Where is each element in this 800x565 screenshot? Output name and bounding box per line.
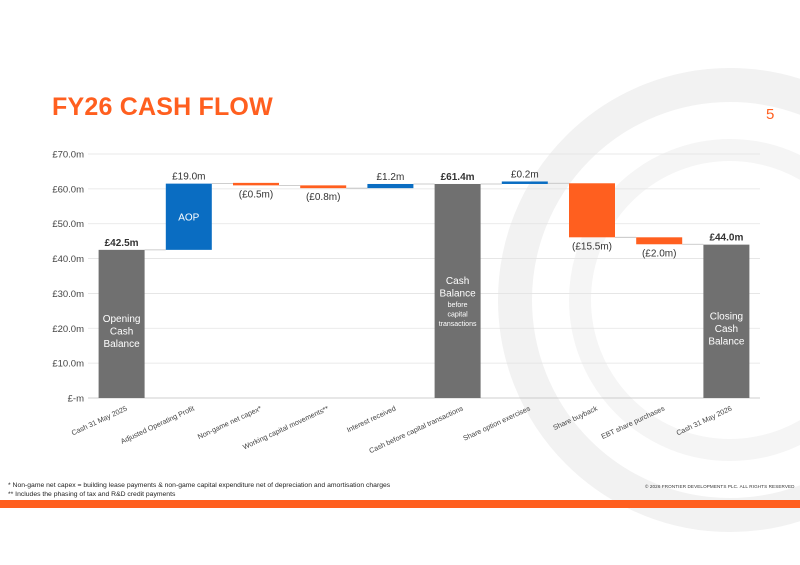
bar-inner-sublabel: capital xyxy=(447,311,468,318)
bar-3 xyxy=(300,185,347,189)
bar-inner-label: Cash xyxy=(715,324,738,335)
x-tick-label: Share buyback xyxy=(552,403,600,432)
x-tick-label: Share option exercises xyxy=(462,403,532,442)
bar-6 xyxy=(501,181,548,184)
bar-inner-label: Cash xyxy=(446,276,469,287)
bar-9 xyxy=(703,244,750,398)
x-tick-label: Interest received xyxy=(345,404,397,435)
bar-5 xyxy=(434,183,481,398)
bar-inner-label: Cash xyxy=(110,326,133,337)
x-tick-label: Cash 31 May 2025 xyxy=(70,404,128,438)
bar-value-label: £61.4m xyxy=(441,172,475,183)
y-axis-ticks: £-m £10.0m £20.0m £30.0m £40.0m £50.0m £60.0m £… xyxy=(52,150,84,405)
footnote-working-capital: ** Includes the phasing of tax and R&D c… xyxy=(8,491,176,498)
bar-value-label: £0.2m xyxy=(511,169,539,180)
bar-value-label: (£15.5m) xyxy=(572,241,612,252)
bar-inner-sublabel: before xyxy=(448,302,468,309)
y-tick-label: £70.0m xyxy=(52,150,84,161)
y-tick-label: £40.0m xyxy=(52,254,84,265)
bar-inner-label: Closing xyxy=(710,311,743,322)
bar-2 xyxy=(233,182,279,186)
bar-inner-label: Balance xyxy=(708,336,745,347)
bar-0 xyxy=(98,249,145,398)
bar-inner-label: AOP xyxy=(178,213,199,224)
bar-4 xyxy=(367,183,414,189)
copyright-notice: © 2026 FRONTIER DEVELOPMENTS PLC. ALL RI… xyxy=(645,484,795,489)
bar-7 xyxy=(569,183,615,238)
waterfall-chart: £-m £10.0m £20.0m £30.0m £40.0m £50.0m £60.0m £… xyxy=(52,150,760,455)
page-number: 5 xyxy=(766,106,775,123)
chart-gridlines xyxy=(88,153,760,399)
y-tick-label: £20.0m xyxy=(52,324,84,335)
bar-inner-label: Opening xyxy=(103,314,141,325)
y-tick-label: £50.0m xyxy=(52,219,84,230)
bar-value-label: (£0.5m) xyxy=(239,189,273,200)
bar-value-label: £19.0m xyxy=(172,172,205,183)
bar-value-label: (£2.0m) xyxy=(642,248,676,259)
x-tick-label: EBT share purchases xyxy=(600,403,667,440)
bottom-accent-bar xyxy=(0,500,800,508)
bar-value-label: (£0.8m) xyxy=(306,192,340,203)
bar-1 xyxy=(165,183,212,250)
bar-value-label: £42.5m xyxy=(105,238,139,249)
y-tick-label: £30.0m xyxy=(52,289,84,300)
bar-connectors xyxy=(144,182,704,251)
x-tick-label: Cash 31 May 2026 xyxy=(675,404,733,438)
bar-inner-label: Balance xyxy=(440,288,477,299)
page-title: FY26 CASH FLOW xyxy=(52,93,273,121)
chart-bars xyxy=(98,181,750,398)
bar-value-labels: £42.5mOpeningCashBalance£19.0mAOP(£0.5m)… xyxy=(103,169,745,349)
bar-8 xyxy=(636,237,683,245)
y-tick-label: £10.0m xyxy=(52,359,84,370)
x-tick-label: Non-game net capex* xyxy=(196,404,263,442)
bar-value-label: £44.0m xyxy=(709,233,743,244)
y-tick-label: £60.0m xyxy=(52,184,84,195)
footnote-capex: * Non-game net capex = building lease pa… xyxy=(8,482,391,489)
y-tick-label: £-m xyxy=(68,394,84,405)
x-tick-label: Adjusted Operating Profit xyxy=(119,404,196,446)
bar-inner-label: Balance xyxy=(104,339,141,350)
bar-inner-sublabel: transactions xyxy=(439,321,477,328)
bar-value-label: £1.2m xyxy=(377,172,405,183)
